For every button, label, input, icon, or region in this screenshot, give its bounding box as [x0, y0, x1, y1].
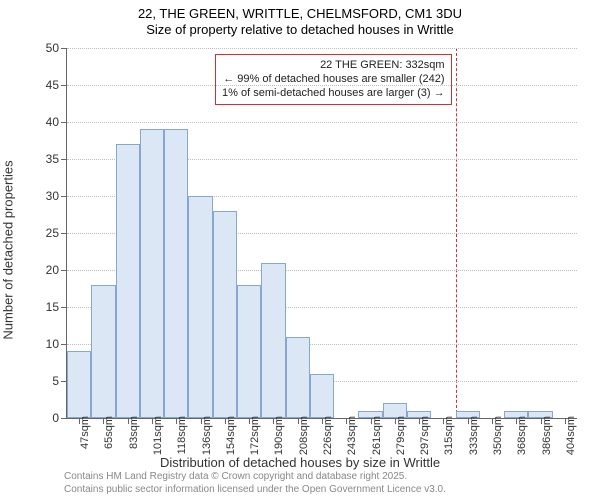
y-tick-label: 30: [25, 189, 59, 203]
y-tick-label: 15: [25, 300, 59, 314]
histogram-bar: [116, 144, 140, 418]
y-tick: [61, 48, 67, 49]
y-tick: [61, 233, 67, 234]
gridline: [67, 122, 577, 123]
y-tick: [61, 196, 67, 197]
histogram-bar: [140, 129, 164, 418]
x-tick-label: 386sqm: [541, 416, 553, 455]
chart-title-block: 22, THE GREEN, WRITTLE, CHELMSFORD, CM1 …: [0, 0, 600, 39]
y-tick: [61, 85, 67, 86]
x-tick-label: 47sqm: [79, 416, 91, 449]
x-tick-label: 404sqm: [565, 416, 577, 455]
histogram-bar: [164, 129, 188, 418]
x-tick-label: 261sqm: [371, 416, 383, 455]
histogram-bar: [261, 263, 285, 418]
y-tick: [61, 307, 67, 308]
x-tick-label: 226sqm: [322, 416, 334, 455]
y-tick-label: 40: [25, 115, 59, 129]
title-line-1: 22, THE GREEN, WRITTLE, CHELMSFORD, CM1 …: [0, 6, 600, 22]
y-tick-label: 0: [25, 411, 59, 425]
y-tick-label: 35: [25, 152, 59, 166]
plot-area: 22 THE GREEN: 332sqm← 99% of detached ho…: [66, 48, 577, 419]
histogram-bar: [286, 337, 310, 418]
x-tick-label: 208sqm: [298, 416, 310, 455]
info-box: 22 THE GREEN: 332sqm← 99% of detached ho…: [215, 54, 452, 105]
y-tick-label: 25: [25, 226, 59, 240]
title-line-2: Size of property relative to detached ho…: [0, 22, 600, 38]
chart-container: 22, THE GREEN, WRITTLE, CHELMSFORD, CM1 …: [0, 0, 600, 500]
x-tick-label: 118sqm: [176, 416, 188, 454]
histogram-bar: [67, 351, 91, 418]
x-tick-label: 172sqm: [249, 416, 261, 455]
footnote-line-1: Contains HM Land Registry data © Crown c…: [64, 471, 446, 484]
x-tick-label: 154sqm: [225, 416, 237, 455]
y-tick-label: 45: [25, 78, 59, 92]
x-tick-label: 333sqm: [468, 416, 480, 455]
x-tick-label: 315sqm: [443, 416, 455, 455]
histogram-bar: [91, 285, 115, 418]
info-box-line: 1% of semi-detached houses are larger (3…: [222, 87, 445, 101]
y-tick-label: 10: [25, 337, 59, 351]
x-tick-label: 65sqm: [103, 416, 115, 449]
x-tick-label: 279sqm: [395, 416, 407, 455]
x-tick-label: 190sqm: [273, 416, 285, 455]
y-tick: [61, 159, 67, 160]
y-tick: [61, 418, 67, 419]
gridline: [67, 48, 577, 49]
gridline: [67, 85, 577, 86]
x-tick-label: 368sqm: [516, 416, 528, 455]
footnote: Contains HM Land Registry data © Crown c…: [64, 471, 446, 496]
y-tick-label: 20: [25, 263, 59, 277]
histogram-bar: [237, 285, 261, 418]
x-tick-label: 243sqm: [346, 416, 358, 455]
y-axis-title: Number of detached properties: [1, 160, 16, 339]
x-axis-title: Distribution of detached houses by size …: [0, 455, 600, 470]
info-box-line: 22 THE GREEN: 332sqm: [222, 59, 445, 73]
y-tick-label: 5: [25, 374, 59, 388]
footnote-line-2: Contains public sector information licen…: [64, 484, 446, 497]
y-tick: [61, 122, 67, 123]
x-tick-label: 297sqm: [419, 416, 431, 455]
y-tick: [61, 344, 67, 345]
y-tick: [61, 270, 67, 271]
x-tick-label: 350sqm: [492, 416, 504, 455]
x-tick-label: 83sqm: [128, 416, 140, 449]
y-tick-label: 50: [25, 41, 59, 55]
x-tick-label: 136sqm: [201, 416, 213, 455]
histogram-bar: [213, 211, 237, 418]
x-tick-label: 101sqm: [152, 416, 164, 455]
histogram-bar: [188, 196, 212, 418]
histogram-bar: [310, 374, 334, 418]
